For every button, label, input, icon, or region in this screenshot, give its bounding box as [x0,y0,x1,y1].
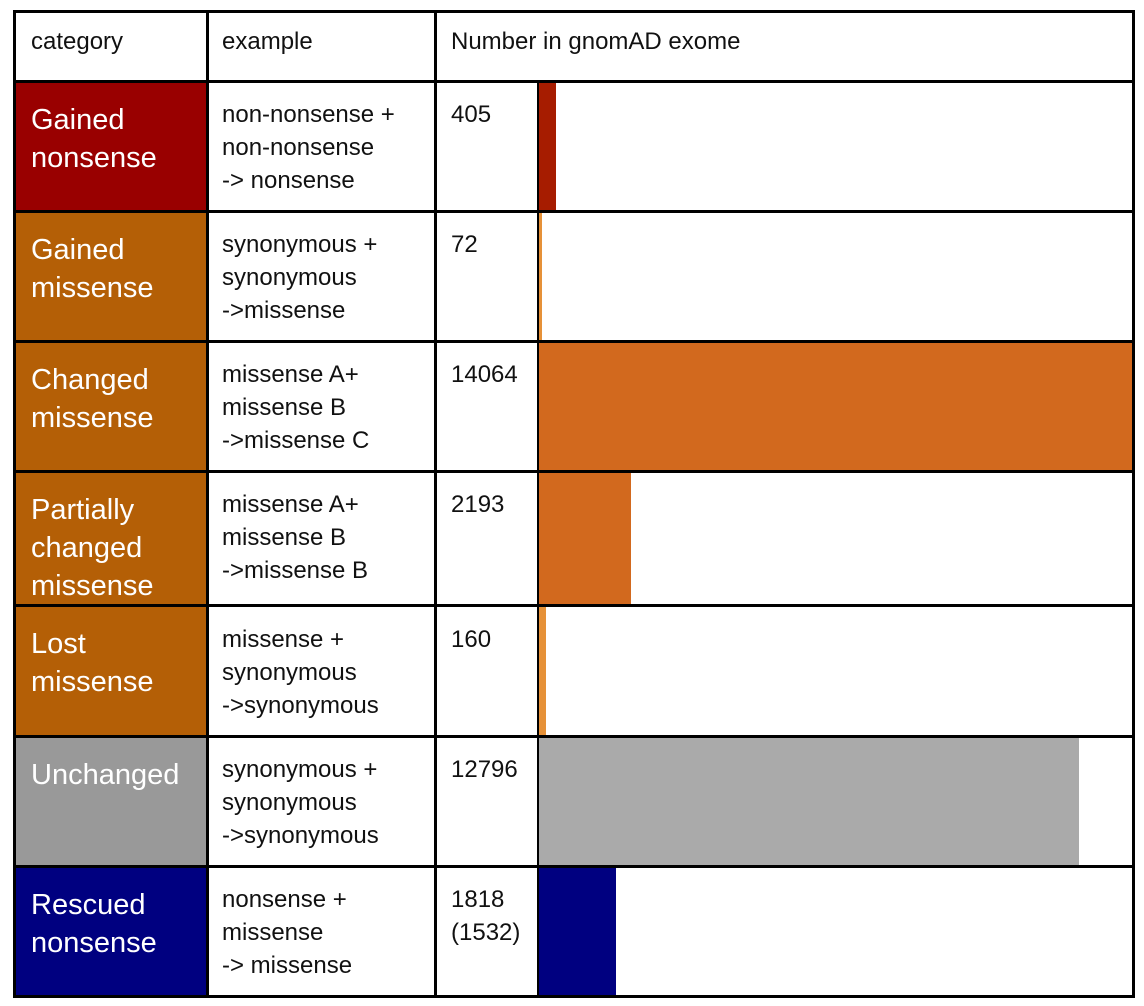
bar-changed-missense [539,343,1132,470]
category-label: Gained nonsense [31,104,157,174]
category-cell-gained-nonsense: Gained nonsense [16,83,206,210]
bar-gained-missense [539,213,542,340]
example-text: non-nonsense + non-nonsense -> nonsense [222,101,395,194]
bar-gained-nonsense [539,83,556,210]
category-cell-rescued-nonsense: Rescued nonsense [16,868,206,995]
count-label: 160 [451,626,492,653]
variant-category-table: category example Number in gnomAD exome … [13,10,1135,998]
example-text: missense A+ missense B ->missense B [222,491,369,584]
count-label: 1818 (1532) [451,886,521,946]
bar-lost-missense [539,607,546,735]
category-cell-partially-changed-missense: Partially changed missense [16,473,206,604]
count-label: 72 [451,231,478,258]
bar-rescued-nonsense [539,868,616,995]
grid-line [13,604,1135,607]
grid-line [13,470,1135,473]
count-label: 405 [451,101,492,128]
grid-line [434,10,437,998]
category-label: Unchanged [31,759,180,791]
grid-line [13,340,1135,343]
grid-line [13,80,1135,83]
grid-line [206,10,209,998]
grid-line [13,10,1135,13]
count-label: 12796 [451,756,518,783]
example-text: missense + synonymous ->synonymous [222,626,379,719]
category-label: Partially changed missense [31,494,154,602]
count-label: 2193 [451,491,505,518]
example-text: synonymous + synonymous ->synonymous [222,756,379,849]
example-text: missense A+ missense B ->missense C [222,361,370,454]
category-label: Changed missense [31,364,154,434]
header-category: category [31,28,124,55]
grid-line [13,10,16,998]
header-example: example [222,28,313,55]
category-label: Gained missense [31,234,154,304]
example-text: synonymous + synonymous ->missense [222,231,378,324]
category-label: Rescued nonsense [31,889,157,959]
grid-line [13,995,1135,998]
grid-line [13,210,1135,213]
category-cell-gained-missense: Gained missense [16,213,206,340]
category-cell-lost-missense: Lost missense [16,607,206,735]
grid-line [13,735,1135,738]
bar-partially-changed-missense [539,473,631,604]
bar-axis-line [537,80,539,998]
count-label: 14064 [451,361,518,388]
category-cell-unchanged: Unchanged [16,738,206,865]
category-cell-changed-missense: Changed missense [16,343,206,470]
grid-line [13,865,1135,868]
example-text: nonsense + missense -> missense [222,886,353,979]
header-number: Number in gnomAD exome [451,28,741,55]
grid-line [1132,10,1135,998]
category-label: Lost missense [31,628,154,698]
bar-unchanged [539,738,1079,865]
